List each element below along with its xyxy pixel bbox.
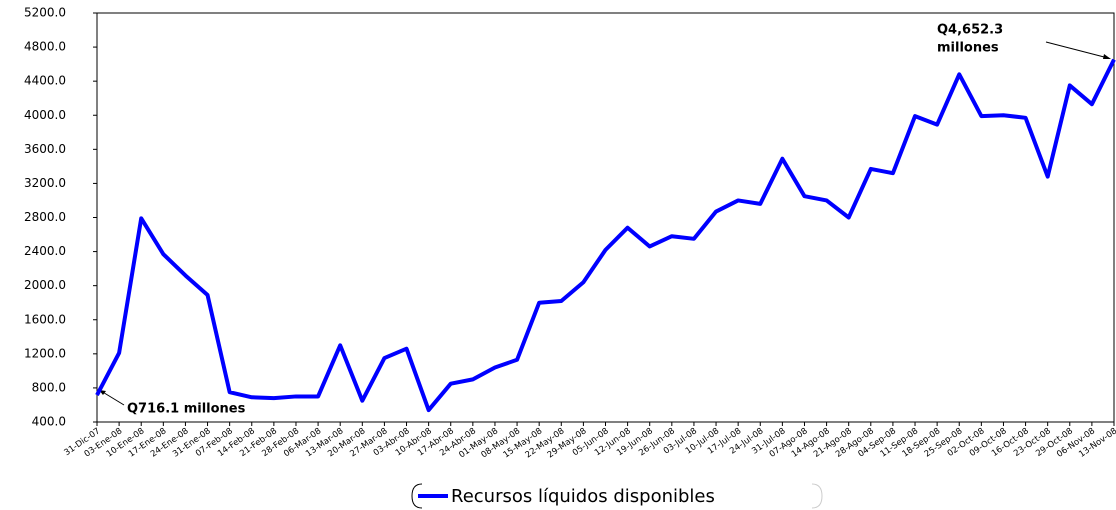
- y-tick-label: 4000.0: [24, 108, 66, 122]
- y-tick-label: 3200.0: [24, 176, 66, 190]
- y-tick-label: 3600.0: [24, 142, 66, 156]
- annotation: millones: [937, 41, 999, 56]
- y-tick-label: 800.0: [32, 380, 66, 394]
- arrow-head: [1103, 54, 1111, 59]
- y-tick-label: 4400.0: [24, 74, 66, 88]
- annotation: Q4,652.3: [937, 23, 1003, 38]
- y-tick-label: 4800.0: [24, 40, 66, 54]
- y-tick-label: 2800.0: [24, 210, 66, 224]
- legend-frame: [811, 483, 823, 509]
- annotation-arrow: [1045, 41, 1109, 59]
- y-tick-label: 400.0: [32, 415, 66, 429]
- legend-label: Recursos líquidos disponibles: [451, 486, 715, 507]
- annotation: Q716.1 millones: [127, 402, 246, 417]
- legend-frame: [411, 483, 423, 509]
- y-tick-label: 5200.0: [24, 6, 66, 20]
- y-tick-label: 2400.0: [24, 244, 66, 258]
- y-tick-label: 1200.0: [24, 346, 66, 360]
- data-line: [95, 58, 1116, 413]
- y-tick-label: 2000.0: [24, 278, 66, 292]
- y-tick-label: 1600.0: [24, 312, 66, 326]
- annotation-arrow: [100, 390, 125, 406]
